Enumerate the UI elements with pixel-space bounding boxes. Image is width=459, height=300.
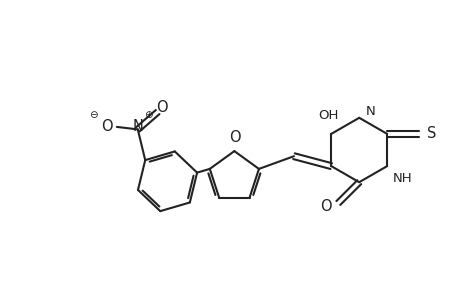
Text: OH: OH bbox=[318, 109, 338, 122]
Text: ⊕: ⊕ bbox=[144, 110, 153, 119]
Text: O: O bbox=[101, 119, 112, 134]
Text: S: S bbox=[426, 126, 436, 141]
Text: O: O bbox=[156, 100, 167, 115]
Text: O: O bbox=[319, 200, 331, 214]
Text: NH: NH bbox=[392, 172, 411, 185]
Text: O: O bbox=[229, 130, 241, 145]
Text: ⊖: ⊖ bbox=[89, 110, 97, 119]
Text: N: N bbox=[132, 119, 143, 134]
Text: N: N bbox=[364, 105, 374, 119]
